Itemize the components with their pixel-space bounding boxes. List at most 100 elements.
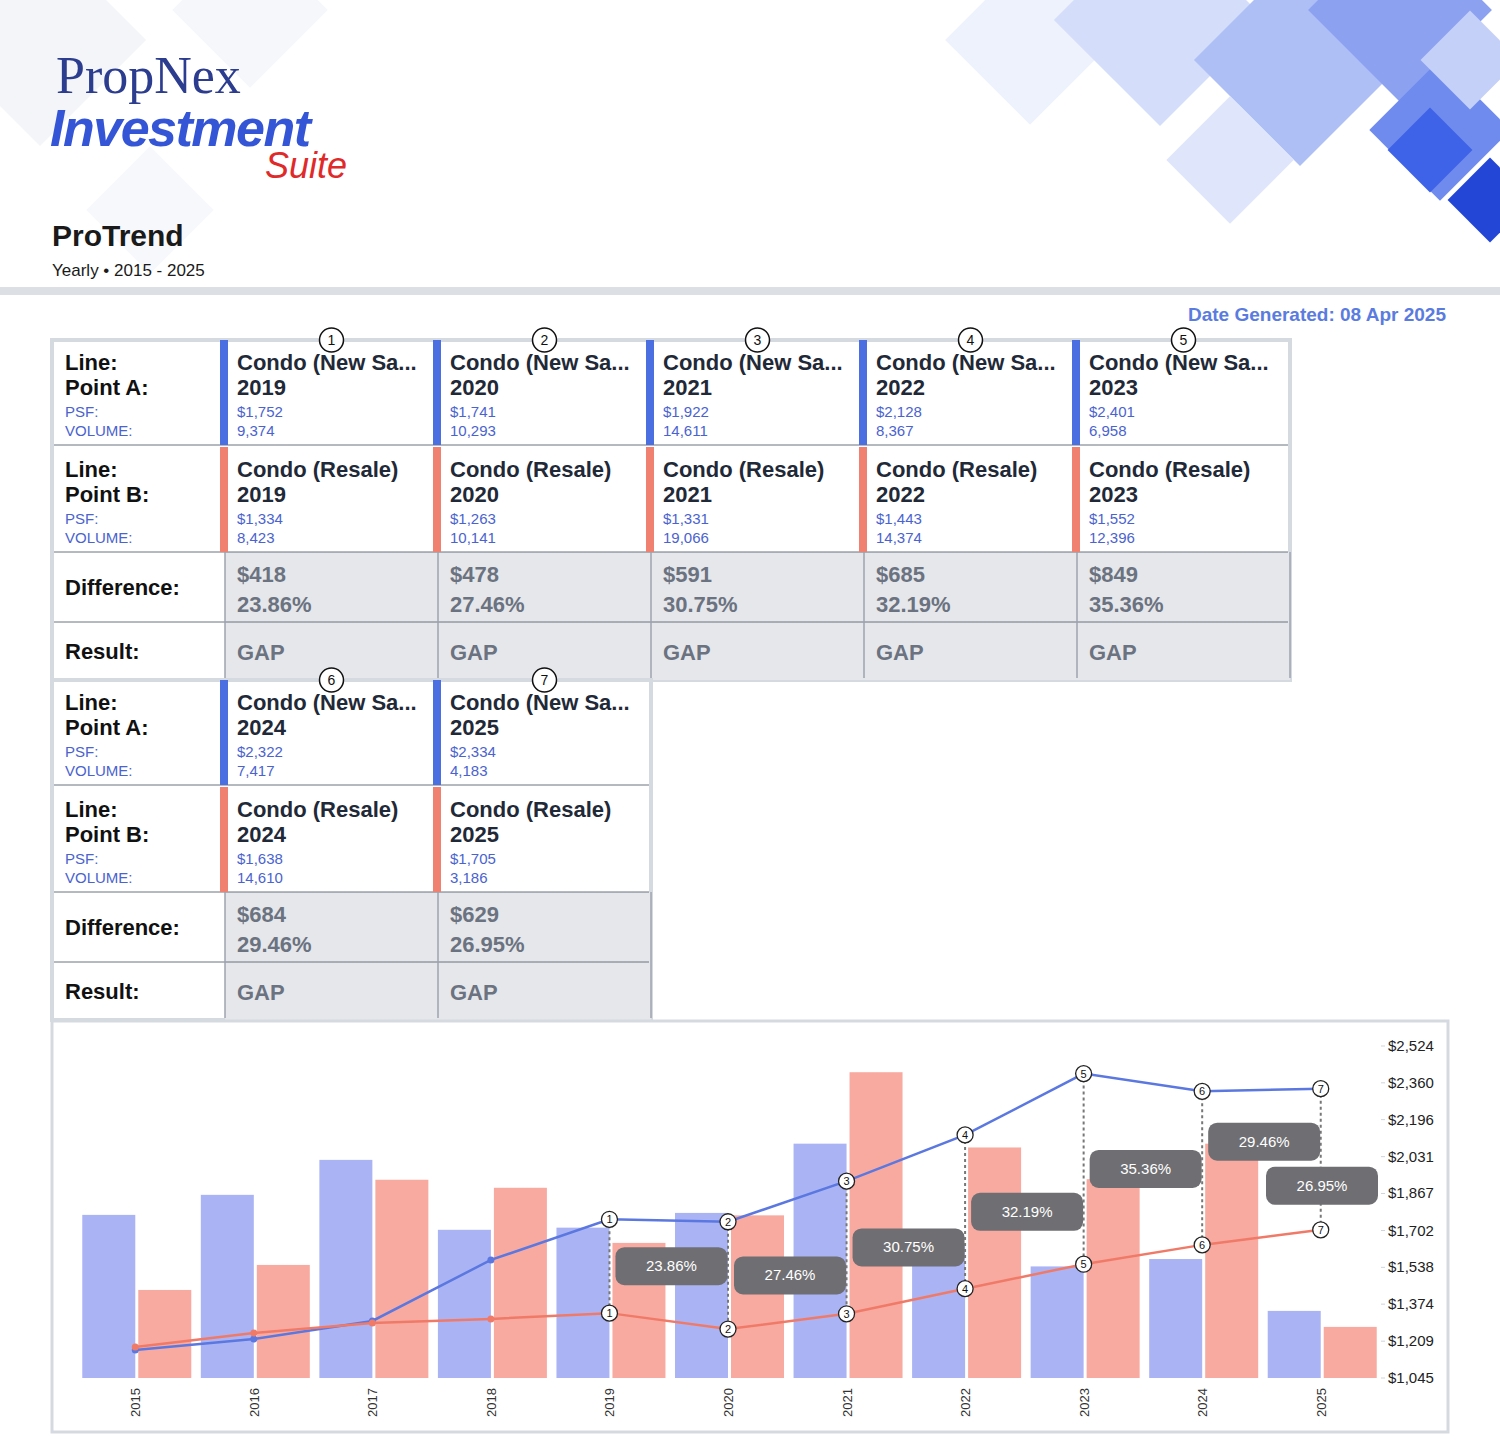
point-marker bbox=[1076, 1256, 1092, 1272]
y-tick-label: $1,209 bbox=[1388, 1332, 1434, 1349]
cell-difference: $684 bbox=[237, 902, 287, 927]
volume-bar bbox=[201, 1195, 254, 1378]
gap-label-box bbox=[1208, 1123, 1320, 1161]
row-label: PSF: bbox=[65, 850, 98, 867]
row-label: Line: bbox=[65, 350, 118, 375]
cell-volume: 10,293 bbox=[450, 422, 496, 439]
cell-psf: $1,263 bbox=[450, 510, 496, 527]
cell-difference: $849 bbox=[1089, 562, 1138, 587]
cell-volume: 14,610 bbox=[237, 869, 283, 886]
cell-psf: $1,334 bbox=[237, 510, 283, 527]
row-label: PSF: bbox=[65, 510, 98, 527]
page: PropNexInvestmentSuiteProTrendYearly • 2… bbox=[0, 0, 1500, 1456]
point-marker-label: 4 bbox=[962, 1283, 968, 1295]
cell-line: Condo (Resale) bbox=[1089, 457, 1250, 482]
cell-year: 2025 bbox=[450, 715, 499, 740]
gap-label-box bbox=[1266, 1167, 1378, 1205]
cell-year: 2023 bbox=[1089, 482, 1138, 507]
y-tick bbox=[1381, 1230, 1385, 1231]
row-rule bbox=[54, 962, 649, 963]
cell-volume: 19,066 bbox=[663, 529, 709, 546]
row-label: Line: bbox=[65, 457, 118, 482]
decor-diamond bbox=[86, 146, 213, 273]
cell-year: 2021 bbox=[663, 482, 712, 507]
point-marker-label: 2 bbox=[725, 1216, 731, 1228]
header-separator bbox=[0, 287, 1500, 295]
y-tick bbox=[1381, 1267, 1385, 1268]
point-marker bbox=[1194, 1083, 1210, 1099]
x-tick-label: 2017 bbox=[365, 1388, 380, 1417]
cell-line: Condo (New Sa... bbox=[237, 350, 417, 375]
date-generated: Date Generated: 08 Apr 2025 bbox=[1188, 304, 1446, 325]
y-tick-label: $1,045 bbox=[1388, 1369, 1434, 1386]
gap-label: 29.46% bbox=[1239, 1133, 1290, 1150]
x-tick-label: 2021 bbox=[840, 1388, 855, 1417]
row-label: Point B: bbox=[65, 822, 149, 847]
volume-bar bbox=[494, 1188, 547, 1378]
cell-volume: 6,958 bbox=[1089, 422, 1127, 439]
volume-bar bbox=[1149, 1259, 1202, 1378]
psf-point bbox=[487, 1315, 494, 1322]
table-frame bbox=[52, 680, 651, 1020]
cell-percent: 30.75% bbox=[663, 592, 738, 617]
cell-result: GAP bbox=[663, 640, 711, 665]
col-rule bbox=[437, 892, 439, 1018]
cell-volume: 12,396 bbox=[1089, 529, 1135, 546]
table-block: Line:Point A:PSF:VOLUME:Line:Point B:PSF… bbox=[52, 328, 1290, 680]
y-tick bbox=[1381, 1193, 1385, 1194]
cell-psf: $1,752 bbox=[237, 403, 283, 420]
y-tick-label: $2,031 bbox=[1388, 1148, 1434, 1165]
row-label: VOLUME: bbox=[65, 529, 133, 546]
cell-psf: $2,401 bbox=[1089, 403, 1135, 420]
column-marker-label: 7 bbox=[541, 672, 549, 688]
x-tick-label: 2016 bbox=[247, 1388, 262, 1417]
cell-line: Condo (Resale) bbox=[450, 457, 611, 482]
row-rule bbox=[54, 785, 649, 786]
gap-label: 26.95% bbox=[1297, 1177, 1348, 1194]
y-tick-label: $1,538 bbox=[1388, 1258, 1434, 1275]
row-label: VOLUME: bbox=[65, 762, 133, 779]
decor-diamond bbox=[1388, 108, 1473, 193]
column-marker bbox=[533, 328, 557, 352]
point-marker bbox=[720, 1321, 736, 1337]
point-marker-label: 4 bbox=[962, 1129, 968, 1141]
volume-bar bbox=[968, 1147, 1021, 1378]
y-tick bbox=[1381, 1082, 1385, 1083]
point-marker bbox=[839, 1306, 855, 1322]
volume-bar bbox=[1031, 1266, 1084, 1378]
cell-line: Condo (Resale) bbox=[237, 797, 398, 822]
col-rule bbox=[224, 552, 226, 678]
row-label: Line: bbox=[65, 690, 118, 715]
logo-suffix: Suite bbox=[265, 145, 347, 186]
cell-result: GAP bbox=[237, 640, 285, 665]
header-decoration bbox=[0, 0, 1500, 274]
volume-bar bbox=[319, 1160, 372, 1378]
x-tick-label: 2025 bbox=[1314, 1388, 1329, 1417]
point-marker bbox=[601, 1211, 617, 1227]
line-color-bar bbox=[646, 447, 654, 552]
point-marker-label: 5 bbox=[1081, 1258, 1087, 1270]
y-tick bbox=[1381, 1304, 1385, 1305]
volume-bar bbox=[1205, 1144, 1258, 1378]
cell-psf: $1,741 bbox=[450, 403, 496, 420]
point-marker bbox=[1076, 1066, 1092, 1082]
column-marker-label: 1 bbox=[328, 332, 336, 348]
cell-difference: $591 bbox=[663, 562, 712, 587]
column-marker-label: 4 bbox=[967, 332, 975, 348]
gap-label-box bbox=[971, 1193, 1083, 1231]
cell-volume: 7,417 bbox=[237, 762, 275, 779]
col-rule bbox=[437, 552, 439, 678]
y-tick-label: $2,360 bbox=[1388, 1074, 1434, 1091]
point-marker-label: 1 bbox=[606, 1307, 612, 1319]
row-label: Point A: bbox=[65, 375, 149, 400]
col-rule bbox=[650, 892, 652, 1018]
gap-label-box bbox=[853, 1228, 965, 1266]
point-marker-label: 5 bbox=[1081, 1068, 1087, 1080]
line-color-bar bbox=[220, 787, 228, 892]
point-marker bbox=[1194, 1237, 1210, 1253]
gap-label: 27.46% bbox=[765, 1266, 816, 1283]
column-marker-label: 5 bbox=[1180, 332, 1188, 348]
row-label: Result: bbox=[65, 979, 140, 1004]
cell-year: 2024 bbox=[237, 822, 287, 847]
point-marker-label: 7 bbox=[1318, 1083, 1324, 1095]
